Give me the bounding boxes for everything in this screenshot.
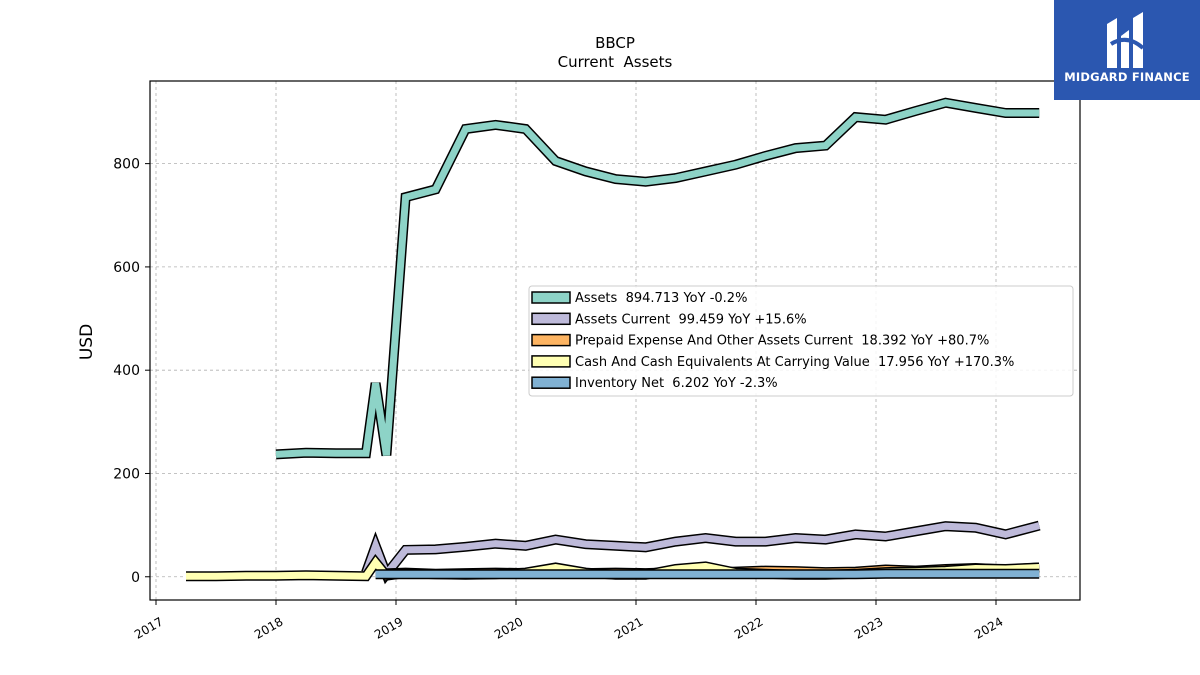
series-line <box>275 99 1040 458</box>
legend-label: Assets 894.713 YoY -0.2% <box>575 291 747 306</box>
legend-swatch <box>531 291 571 304</box>
x-tick-label: 2024 <box>972 614 1005 641</box>
x-tick-label: 2020 <box>492 614 525 641</box>
series-line <box>362 522 1041 582</box>
legend-swatch <box>531 333 571 347</box>
series-line <box>375 570 1040 578</box>
y-tick-label: 200 <box>113 466 140 482</box>
plot-area <box>186 97 1041 585</box>
y-axis: 0 200 400 600 800 <box>113 157 150 586</box>
y-tick-label: 600 <box>113 260 140 276</box>
legend-label: Prepaid Expense And Other Assets Current… <box>575 334 989 349</box>
x-tick-label: 2021 <box>612 614 645 641</box>
legend-swatch <box>531 376 571 389</box>
y-axis-label: USD <box>77 324 97 360</box>
legend-swatch <box>531 312 571 326</box>
x-tick-label: 2023 <box>852 614 885 641</box>
x-tick-label: 2017 <box>132 614 165 641</box>
legend-box <box>528 285 1074 397</box>
legend-label: Inventory Net 6.202 YoY -2.3% <box>575 376 778 391</box>
chart-subtitle: Current Assets <box>558 53 673 71</box>
legend-swatch <box>531 355 571 368</box>
y-tick-label: 800 <box>113 157 140 173</box>
x-tick-label: 2018 <box>252 614 285 641</box>
brand-logo: MIDGARD FINANCE <box>1054 0 1200 100</box>
chart-title: BBCP <box>595 34 635 52</box>
legend-label: Cash And Cash Equivalents At Carrying Va… <box>575 355 1014 370</box>
y-tick-label: 400 <box>113 363 140 379</box>
legend: Assets 894.713 YoY -0.2% Assets Current 9… <box>528 285 1074 397</box>
brand-mark-icon <box>1107 12 1145 68</box>
plot-frame <box>149 80 1081 601</box>
grid-lines <box>150 81 1080 600</box>
brand-name: MIDGARD FINANCE <box>1064 70 1190 84</box>
y-tick-label: 0 <box>131 570 140 586</box>
x-axis: 2017 2018 2019 2020 2021 2022 2023 2024 <box>132 600 1006 642</box>
x-tick-label: 2019 <box>372 614 405 641</box>
x-tick-label: 2022 <box>732 614 765 641</box>
legend-label: Assets Current 99.459 YoY +15.6% <box>575 312 807 327</box>
